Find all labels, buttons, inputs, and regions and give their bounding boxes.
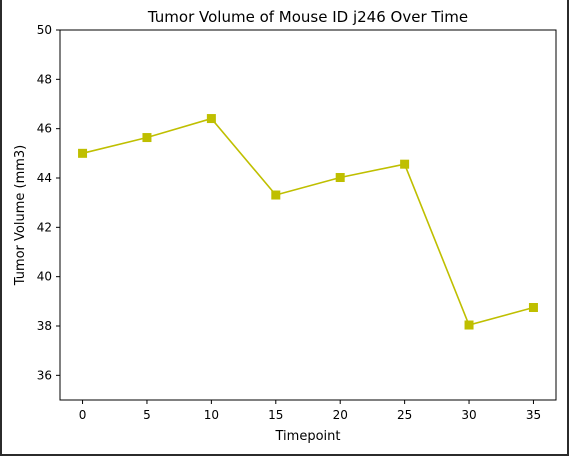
data-point <box>206 114 216 124</box>
x-axis: 0 5 10 15 20 25 30 35 <box>79 400 541 422</box>
y-tick-label: 44 <box>37 171 52 185</box>
y-tick-label: 50 <box>37 23 52 37</box>
data-markers <box>78 114 538 330</box>
data-point <box>78 148 88 158</box>
y-tick-label: 42 <box>37 220 52 234</box>
y-tick-label: 48 <box>37 72 52 86</box>
y-tick-label: 46 <box>37 122 52 136</box>
data-point <box>142 133 152 143</box>
x-tick-label: 25 <box>397 408 412 422</box>
series-line <box>82 117 534 326</box>
chart-title: Tumor Volume of Mouse ID j246 Over Time <box>147 8 468 26</box>
plot-area <box>59 29 557 401</box>
x-tick-label: 20 <box>333 408 348 422</box>
y-axis: 36 38 40 42 44 46 48 50 <box>37 23 60 382</box>
x-axis-label: Timepoint <box>275 429 341 444</box>
x-tick-label: 30 <box>461 408 476 422</box>
data-point <box>528 303 538 312</box>
data-point <box>400 159 410 169</box>
data-point <box>271 190 281 200</box>
data-point <box>464 320 474 330</box>
x-tick-label: 10 <box>204 408 219 422</box>
x-tick-label: 15 <box>268 408 283 422</box>
x-tick-label: 35 <box>526 408 541 422</box>
x-tick-label: 5 <box>143 408 151 422</box>
x-tick-label: 0 <box>79 408 87 422</box>
y-axis-label: Tumor Volume (mm3) <box>13 145 28 287</box>
y-tick-label: 40 <box>37 270 52 284</box>
y-tick-label: 36 <box>37 368 52 382</box>
y-tick-label: 38 <box>37 319 52 333</box>
data-point <box>335 173 345 183</box>
